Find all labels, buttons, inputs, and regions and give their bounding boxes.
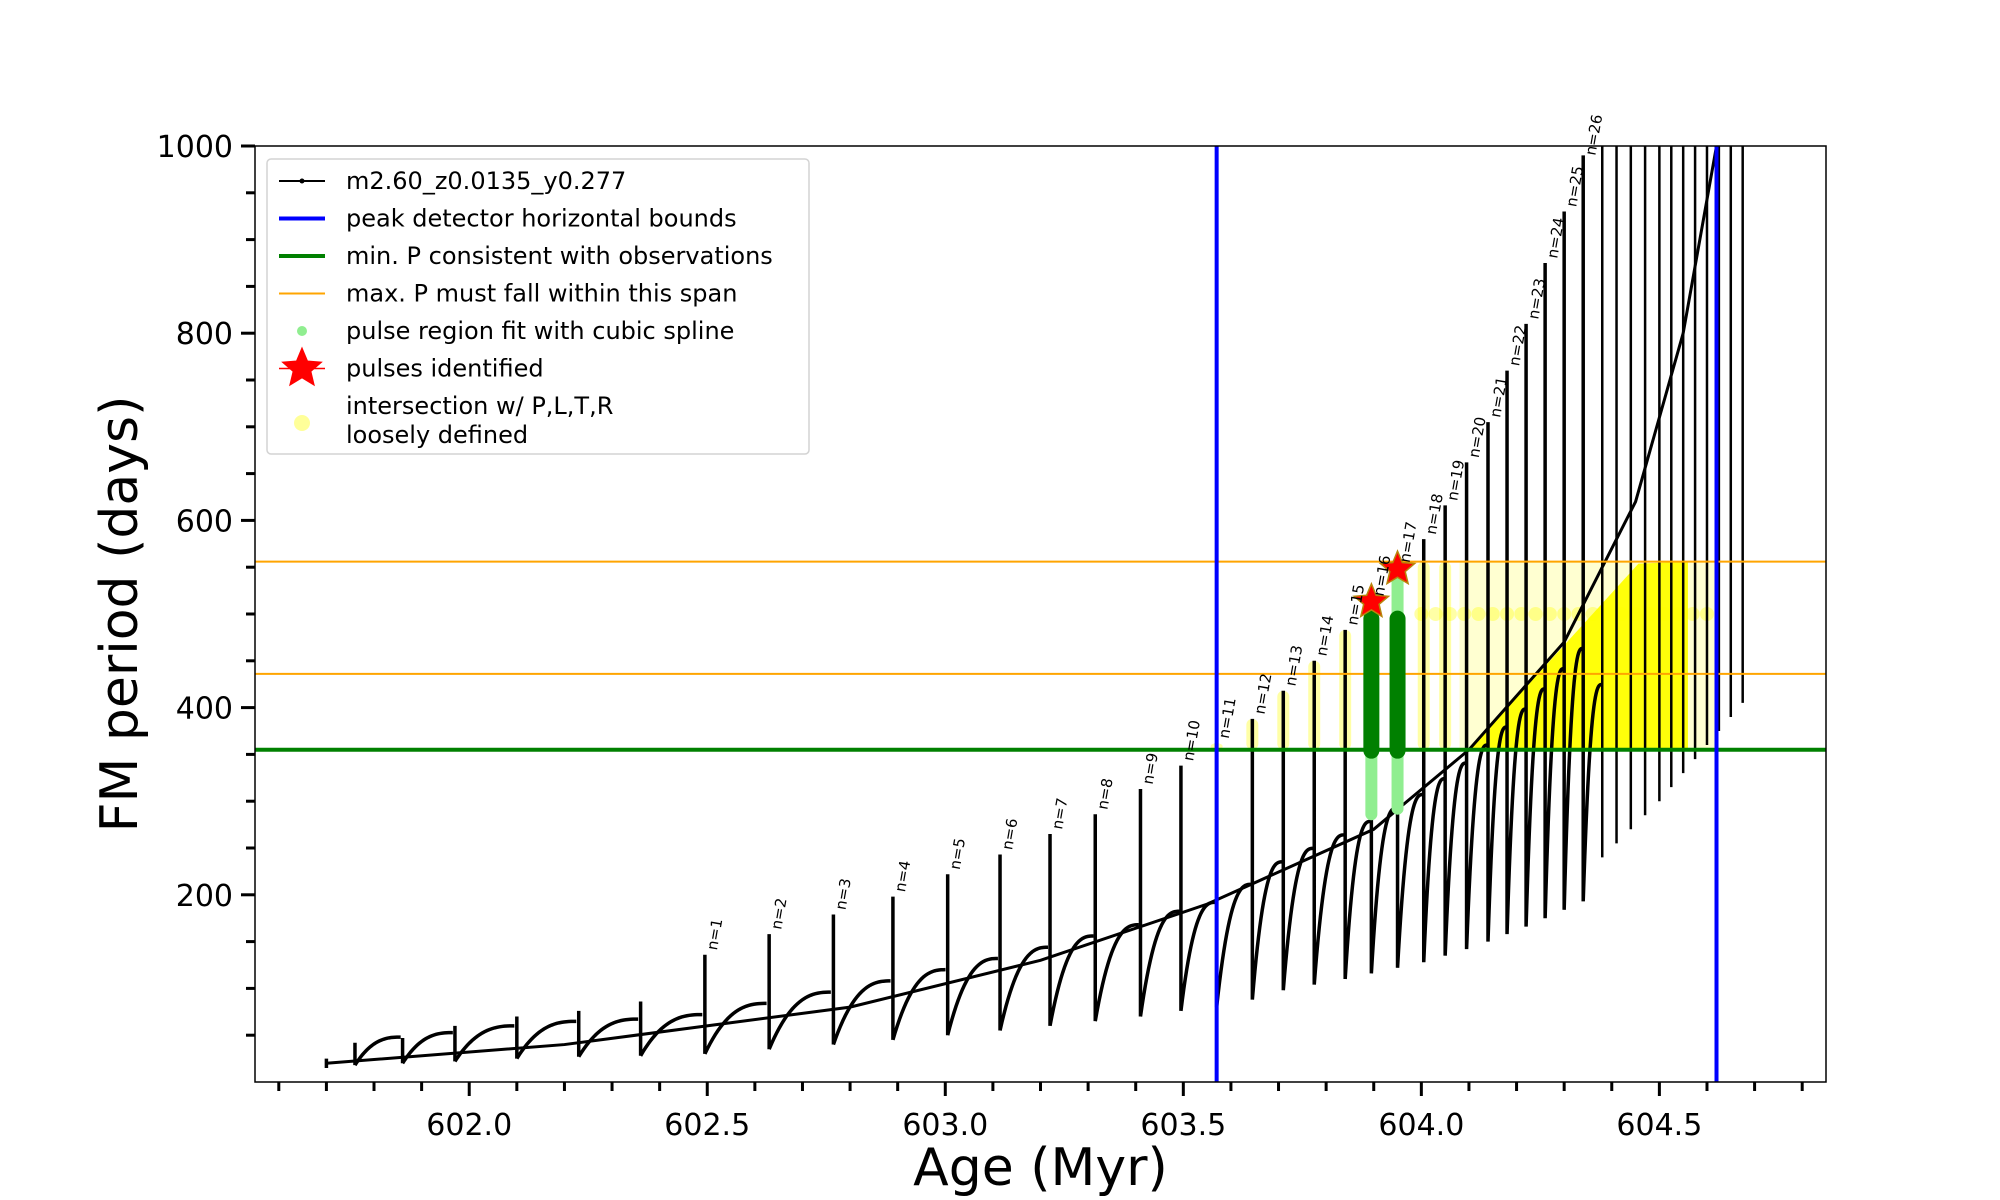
y-tick-label: 200 xyxy=(176,879,233,914)
loose-region-faint-band xyxy=(1459,561,1717,750)
pulse-star xyxy=(1352,581,1391,618)
legend-label-line2: loosely defined xyxy=(346,421,528,449)
loose-region-point xyxy=(1457,607,1472,621)
legend-label: pulses identified xyxy=(346,355,544,383)
loose-region-point xyxy=(1657,607,1672,621)
x-tick-label: 603.0 xyxy=(902,1108,988,1143)
x-tick-label: 603.5 xyxy=(1140,1108,1226,1143)
y-tick-label: 1000 xyxy=(157,130,233,165)
loose-region-point xyxy=(1600,607,1615,621)
loose-region-point xyxy=(1414,607,1429,621)
plot-contents xyxy=(255,146,1826,1082)
pulse-star xyxy=(1378,549,1417,586)
x-tick-label: 602.0 xyxy=(426,1108,512,1143)
loose-region-point xyxy=(1585,607,1600,621)
legend-pulses-swatch xyxy=(281,346,323,387)
loose-region-point xyxy=(1628,607,1643,621)
legend-label: peak detector horizontal bounds xyxy=(346,205,737,233)
identified-pulses xyxy=(1352,549,1417,821)
legend-track-marker xyxy=(299,178,305,184)
y-axis-title: FM period (days) xyxy=(90,396,150,833)
y-tick-label: 600 xyxy=(176,504,233,539)
pulse-label: n=6 xyxy=(998,817,1021,851)
pulse-label: n=2 xyxy=(767,897,790,931)
pulse-label: n=1 xyxy=(703,917,726,951)
legend-loose-swatch xyxy=(294,415,310,431)
y-tick-label: 400 xyxy=(176,692,233,727)
reference-lines xyxy=(255,146,1826,1082)
legend-label: min. P consistent with observations xyxy=(346,242,773,270)
pulse-label: n=4 xyxy=(891,859,914,893)
x-tick-label: 602.5 xyxy=(664,1108,750,1143)
axes: 602.0 602.5 603.0 603.5 604.0 604.5 200 400 600 8… xyxy=(157,130,1804,1143)
pulse-label: n=5 xyxy=(946,837,969,871)
loose-region-point xyxy=(1685,607,1700,621)
track-envelope xyxy=(326,146,1718,1065)
x-axis-title: Age (Myr) xyxy=(913,1138,1168,1198)
legend-label: pulse region fit with cubic spline xyxy=(346,317,734,345)
x-tick-label: 604.5 xyxy=(1616,1108,1702,1143)
loose-region-point xyxy=(1614,607,1629,621)
legend-box xyxy=(266,158,810,455)
loose-region-point xyxy=(1528,607,1543,621)
y-tick-label: 800 xyxy=(176,317,233,352)
legend-label: m2.60_z0.0135_y0.277 xyxy=(346,167,626,195)
pulse-label: n=3 xyxy=(832,877,855,911)
legend-spline-swatch xyxy=(297,326,307,336)
pulse-label: n=9 xyxy=(1139,751,1162,785)
pulse-label: n=7 xyxy=(1048,796,1071,830)
pulse-label: n=8 xyxy=(1093,777,1116,811)
legend-label: max. P must fall within this span xyxy=(346,280,737,308)
loose-region-point xyxy=(1471,607,1486,621)
loose-region-point xyxy=(1642,607,1657,621)
x-tick-label: 604.0 xyxy=(1378,1108,1464,1143)
loose-region-point xyxy=(1671,607,1686,621)
loose-region-point xyxy=(1428,607,1443,621)
plot-area: n=1n=2n=3n=4n=5n=6n=7n=8n=9n=10n=11n=12n… xyxy=(255,113,1826,1082)
legend-label: intersection w/ P,L,T,R xyxy=(346,392,613,420)
